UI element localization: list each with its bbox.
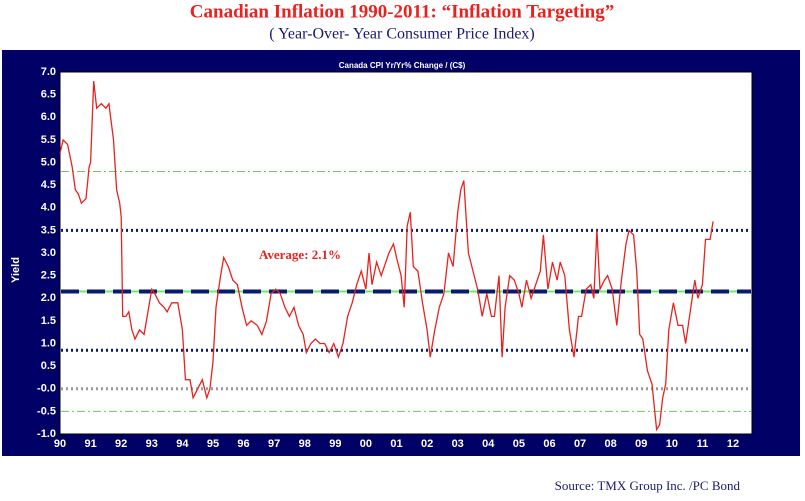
x-tick-label: 90 — [54, 438, 66, 450]
x-tick-label: 00 — [360, 438, 372, 450]
x-tick-label: 94 — [176, 438, 189, 450]
x-tick-label: 97 — [268, 438, 280, 450]
x-tick-label: 99 — [329, 438, 341, 450]
y-tick-label: 6.5 — [41, 89, 56, 101]
y-tick-label: -0.5 — [37, 405, 56, 417]
chart-title: Canadian Inflation 1990-2011: “Inflation… — [190, 1, 614, 22]
y-tick-label: 1.5 — [41, 315, 56, 327]
x-tick-label: 03 — [452, 438, 464, 450]
y-tick-label: 2.0 — [41, 292, 56, 304]
x-tick-label: 12 — [727, 438, 739, 450]
y-tick-label: 5.0 — [41, 156, 56, 168]
x-tick-label: 91 — [84, 438, 96, 450]
annotation: Average: 2.1% — [259, 247, 341, 262]
panel-title: Canada CPI Yr/Yr% Change / (C$) — [339, 61, 466, 70]
x-tick-label: 95 — [207, 438, 219, 450]
y-tick-label: -0.0 — [37, 383, 56, 395]
x-tick-label: 08 — [605, 438, 617, 450]
x-tick-label: 06 — [543, 438, 555, 450]
y-tick-label: 5.5 — [41, 134, 56, 146]
x-tick-label: 98 — [299, 438, 311, 450]
y-tick-label: 3.0 — [41, 247, 56, 259]
data-line — [59, 81, 714, 432]
y-tick-label: 2.5 — [41, 270, 56, 282]
y-tick-label: 4.0 — [41, 202, 56, 214]
y-tick-label: 0.5 — [41, 360, 56, 372]
x-tick-label: 09 — [635, 438, 647, 450]
source: Source: TMX Group Inc. /PC Bond — [555, 478, 741, 493]
y-tick-label: 1.0 — [41, 337, 56, 349]
x-tick-label: 02 — [421, 438, 433, 450]
y-tick-label: 7.0 — [41, 66, 56, 78]
x-tick-label: 93 — [146, 438, 158, 450]
x-tick-label: 11 — [697, 438, 709, 450]
y-tick-label: -1.0 — [37, 428, 56, 440]
x-tick-label: 04 — [482, 438, 495, 450]
x-tick-label: 10 — [666, 438, 678, 450]
x-tick-label: 05 — [513, 438, 525, 450]
x-tick-label: 92 — [115, 438, 127, 450]
x-tick-label: 96 — [237, 438, 249, 450]
y-tick-label: 3.5 — [41, 224, 56, 236]
y-axis-label: Yield — [10, 257, 22, 283]
x-tick-label: 01 — [390, 438, 402, 450]
x-tick-label: 07 — [574, 438, 586, 450]
chart-subtitle: ( Year-Over- Year Consumer Price Index) — [269, 26, 535, 43]
y-tick-label: 4.5 — [41, 179, 56, 191]
y-tick-label: 6.0 — [41, 111, 56, 123]
